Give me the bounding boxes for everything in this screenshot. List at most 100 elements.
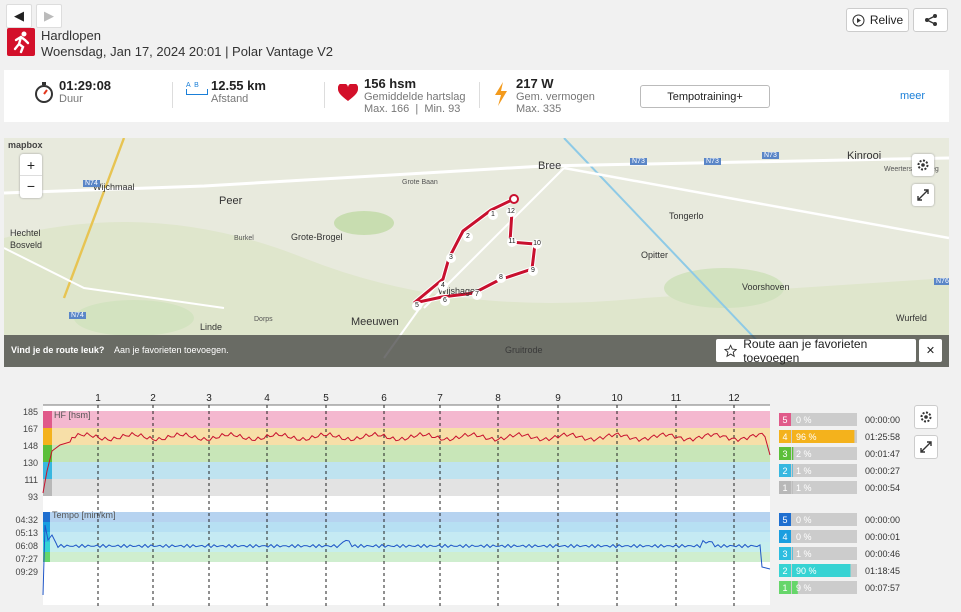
pace-zone-band xyxy=(43,552,770,562)
pace-zone-swatch xyxy=(779,513,791,526)
map-town-label: Wijchmaal xyxy=(93,182,135,192)
km-marker-label: 6 xyxy=(381,393,387,404)
pace-ytick: 09:29 xyxy=(15,567,38,577)
km-marker-label: 12 xyxy=(728,393,740,404)
zoom-in-button[interactable]: + xyxy=(20,154,42,176)
route-map[interactable]: Bree Kinrooi Wijchmaal Peer Hechtel Bosveld Gr… xyxy=(4,138,949,367)
expand-icon xyxy=(920,441,932,453)
hr-zone-swatch xyxy=(779,447,791,460)
favorite-route-button[interactable]: Route aan je favorieten toevoegen xyxy=(716,336,916,365)
hr-ytick: 148 xyxy=(23,441,38,451)
hr-zone-swatch xyxy=(779,481,791,494)
pace-ytick: 07:27 xyxy=(15,554,38,564)
pace-zone-bar-fill xyxy=(792,581,798,594)
hr-zone-bar-fill xyxy=(792,481,793,494)
map-expand-button[interactable] xyxy=(912,184,934,206)
heart-value: 156 hsm xyxy=(364,76,417,91)
heart-label: Gemiddelde hartslag xyxy=(364,91,466,103)
map-town-label: Voorshoven xyxy=(742,282,790,292)
hr-zone-marker xyxy=(43,428,52,445)
map-town-label: Meeuwen xyxy=(351,316,399,328)
hr-zone-bar-fill xyxy=(792,464,793,477)
hr-zone-bar-bg xyxy=(779,464,857,477)
power-max: Max. 335 xyxy=(516,103,562,115)
forward-button[interactable]: ▶ xyxy=(36,4,62,28)
gear-icon xyxy=(920,411,932,423)
hr-zone-band xyxy=(43,479,770,496)
share-button[interactable] xyxy=(913,8,948,32)
pace-ytick: 05:13 xyxy=(15,528,38,538)
activity-title: Hardlopen xyxy=(41,28,101,43)
km-marker-label: 8 xyxy=(495,393,501,404)
map-town-label: Grote-Brogel xyxy=(291,232,343,242)
pace-line xyxy=(42,524,771,596)
stats-bar: 01:29:08 Duur A B 12.55 km Afstand 156 h… xyxy=(4,70,949,122)
hr-zone-time: 00:00:00 xyxy=(865,415,900,425)
distance-stat: 12.55 km Afstand xyxy=(211,78,266,105)
zoom-out-button[interactable]: − xyxy=(26,178,36,194)
pace-zone-number: 4 xyxy=(782,532,787,542)
hr-zone-marker xyxy=(43,445,52,462)
heart-minmax: Max. 166 | Min. 93 xyxy=(364,103,461,115)
route-km-marker: 8 xyxy=(496,273,506,283)
pace-zone-swatch xyxy=(779,547,791,560)
km-marker-label: 7 xyxy=(437,393,443,404)
pace-zone-time: 00:00:46 xyxy=(865,549,900,559)
map-town-label: Tongerlo xyxy=(669,211,704,221)
pace-zone-swatch xyxy=(779,530,791,543)
chart-settings-button[interactable] xyxy=(914,405,938,429)
map-road-label: N73 xyxy=(762,152,779,159)
running-icon xyxy=(7,28,35,56)
map-settings-button[interactable] xyxy=(912,154,934,176)
distance-value: 12.55 km xyxy=(211,78,266,93)
map-road-label: N74 xyxy=(69,312,86,319)
banner-close-button[interactable]: ✕ xyxy=(919,339,942,362)
route-km-marker: 6 xyxy=(440,296,450,306)
activity-subtitle: Woensdag, Jan 17, 2024 20:01 | Polar Van… xyxy=(41,44,333,59)
route-km-marker: 5 xyxy=(412,301,422,311)
hr-zone-pct: 0 % xyxy=(796,415,812,425)
tempotraining-button[interactable]: Tempotraining+ xyxy=(640,85,770,108)
pace-zone-swatch xyxy=(779,564,791,577)
pace-axis-label: Tempo [min/km] xyxy=(52,510,116,520)
map-town-label: Wurfeld xyxy=(896,313,927,323)
more-link[interactable]: meer xyxy=(900,90,926,102)
map-road-label: Dorps xyxy=(254,316,273,323)
power-value: 217 W xyxy=(516,76,554,91)
pace-zone-marker xyxy=(43,542,50,552)
duration-stat: 01:29:08 Duur xyxy=(59,78,111,105)
pace-zone-time: 01:18:45 xyxy=(865,566,900,576)
pace-zone-marker xyxy=(43,532,50,542)
favorite-banner: Vind je de route leuk? Aan je favorieten… xyxy=(4,335,949,367)
hr-zone-time: 01:25:58 xyxy=(865,432,900,442)
duration-value: 01:29:08 xyxy=(59,78,112,93)
relive-button[interactable]: Relive xyxy=(846,8,909,32)
zoom-control: + − xyxy=(20,154,42,198)
play-icon xyxy=(852,14,865,26)
back-button[interactable]: ◀ xyxy=(6,4,32,28)
pace-zone-bar-fill xyxy=(792,564,851,577)
pace-zone-pct: 0 % xyxy=(796,532,812,542)
pace-ytick: 04:32 xyxy=(15,515,38,525)
pace-zone-number: 5 xyxy=(782,515,787,525)
chart-expand-button[interactable] xyxy=(914,435,938,459)
hr-zone-pct: 1 % xyxy=(796,466,812,476)
pace-zone-time: 00:00:01 xyxy=(865,532,900,542)
hr-zone-band xyxy=(43,411,770,428)
hr-zone-pct: 1 % xyxy=(796,483,812,493)
power-stat: 217 W Gem. vermogen Max. 335 xyxy=(516,76,595,115)
pace-zone-swatch xyxy=(779,581,791,594)
km-marker-label: 3 xyxy=(206,393,212,404)
hr-zone-number: 5 xyxy=(782,415,787,425)
hr-pace-chart[interactable]: 185 167 148 130 111 93 HF [hsm] 04:32 05:13 06:08… xyxy=(0,385,961,607)
lightning-icon xyxy=(493,82,509,111)
map-town-label: Peer xyxy=(219,195,243,207)
favorite-route-label: Route aan je favorieten toevoegen xyxy=(743,336,868,365)
pace-zone-time: 00:07:57 xyxy=(865,583,900,593)
pace-zone-bar-bg xyxy=(779,513,857,526)
map-town-label: Bosveld xyxy=(10,240,43,250)
hr-zone-band xyxy=(43,462,770,479)
pace-zone-bar-fill xyxy=(792,547,793,560)
pace-zone-marker xyxy=(43,512,50,522)
route-km-marker: 10 xyxy=(532,239,542,249)
